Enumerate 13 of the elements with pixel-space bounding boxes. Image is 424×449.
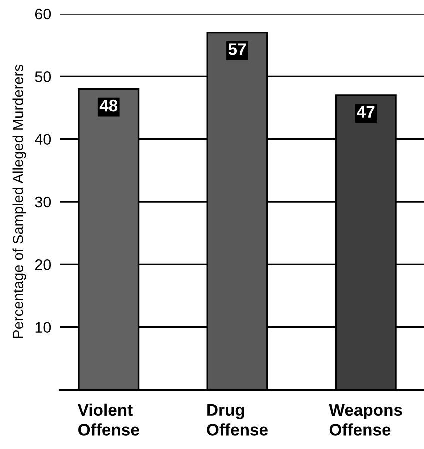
y-tick-label: 40 — [35, 134, 52, 146]
data-label: 48 — [100, 100, 118, 112]
y-tick-label: 30 — [35, 196, 52, 208]
data-label: 57 — [228, 44, 246, 56]
y-axis-title: Percentage of Sampled Alleged Murderers — [12, 65, 26, 338]
y-tick-label: 10 — [36, 322, 52, 334]
y-tick-label: 20 — [35, 260, 52, 270]
y-tick-label: 60 — [35, 8, 52, 20]
y-tick-label: 50 — [35, 72, 52, 82]
data-label: 47 — [357, 106, 375, 118]
x-tick-label: Drug Offense — [207, 404, 268, 436]
x-tick-label: Weapons Offense — [329, 404, 402, 436]
x-tick-label: Violent Offense — [78, 404, 140, 436]
